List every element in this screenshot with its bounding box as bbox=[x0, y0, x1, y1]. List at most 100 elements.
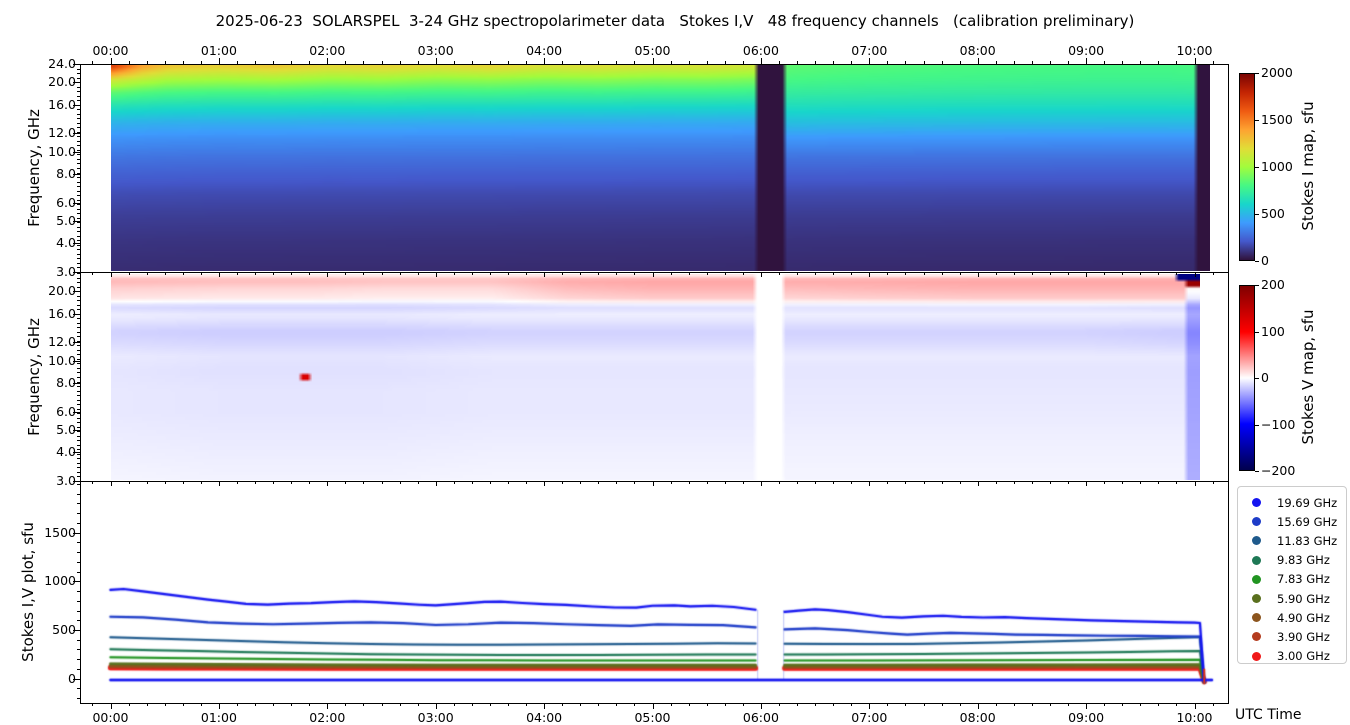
y-minor-tick-panel1 bbox=[76, 190, 80, 192]
y-minor-tick-panel1 bbox=[76, 172, 80, 174]
x-tick-panel1-bottom bbox=[309, 272, 311, 275]
x-tick-panel2-bottom bbox=[742, 481, 744, 484]
x-tick-panel1-bottom bbox=[236, 272, 238, 275]
y-major-tick-panel2 bbox=[73, 360, 80, 362]
y-major-tick-panel2 bbox=[73, 291, 80, 293]
x-tick-top bbox=[363, 60, 365, 64]
y-tick-label-panel1: 10.0 bbox=[48, 143, 76, 159]
x-tick-panel2-bottom bbox=[815, 481, 817, 484]
x-tick-panel2-bottom bbox=[995, 481, 997, 484]
x-tick-panel1-bottom bbox=[670, 272, 672, 275]
x-tick-top bbox=[1031, 60, 1033, 64]
stokes-v-colorbar-title: Stokes V map, sfu bbox=[1299, 309, 1317, 445]
x-tick-bottom bbox=[507, 703, 509, 707]
legend-marker-dot bbox=[1252, 555, 1261, 565]
legend-item-label: 11.83 GHz bbox=[1277, 533, 1338, 548]
x-tick-top bbox=[1158, 60, 1160, 64]
x-tick-panel1-bottom bbox=[634, 272, 636, 275]
stokes-v-colorbar-tick bbox=[1255, 424, 1259, 426]
y-minor-tick-panel2 bbox=[76, 377, 80, 378]
x-tick-top bbox=[489, 60, 491, 64]
x-tick-panel2-bottom bbox=[562, 481, 564, 484]
stokes-v-colorbar-tick bbox=[1255, 285, 1259, 286]
legend-marker-dot bbox=[1252, 651, 1261, 661]
y-minor-tick-panel2 bbox=[76, 404, 80, 406]
y-minor-tick-panel2 bbox=[76, 426, 80, 428]
legend-item: 15.69 GHz bbox=[1252, 512, 1337, 531]
y-tick-label-panel3: 1000 bbox=[44, 573, 76, 589]
y-minor-tick-panel2 bbox=[76, 453, 80, 455]
x-tick-panel1-bottom bbox=[1013, 272, 1015, 275]
x-tick-bottom bbox=[724, 703, 726, 707]
y-tick-label-panel3: 500 bbox=[52, 621, 76, 637]
y-minor-tick-panel3 bbox=[76, 668, 80, 670]
legend-item: 11.83 GHz bbox=[1252, 531, 1338, 550]
stokes-i-colorbar-tick bbox=[1255, 167, 1259, 168]
y-minor-tick-panel1 bbox=[76, 186, 80, 188]
x-tick-panel1-bottom bbox=[92, 272, 94, 275]
x-tick-label-top: 00:00 bbox=[92, 43, 129, 58]
x-tick-bottom bbox=[887, 703, 889, 707]
x-tick-bottom bbox=[923, 703, 925, 707]
stokes-i-colorbar-tick-label: 2000 bbox=[1261, 65, 1293, 80]
stokes-i-heatmap-canvas bbox=[110, 65, 1210, 271]
x-tick-bottom bbox=[218, 703, 220, 709]
y-minor-tick-panel3 bbox=[76, 552, 80, 554]
x-tick-panel2-bottom bbox=[110, 481, 112, 486]
x-tick-top bbox=[887, 60, 889, 64]
x-tick-panel1-bottom bbox=[923, 272, 925, 275]
x-tick-panel1-bottom bbox=[218, 272, 220, 277]
x-tick-panel1-bottom bbox=[471, 272, 473, 275]
y-major-tick-panel2 bbox=[73, 313, 80, 315]
stokes-i-colorbar-tick-label: 0 bbox=[1261, 253, 1269, 268]
x-tick-bottom bbox=[1086, 703, 1088, 709]
y-major-tick-panel1 bbox=[73, 220, 80, 222]
x-tick-panel1-bottom bbox=[995, 272, 997, 275]
x-tick-panel1-bottom bbox=[851, 272, 853, 275]
x-tick-panel1-bottom bbox=[273, 272, 275, 275]
y-minor-tick-panel1 bbox=[76, 73, 80, 75]
x-tick-panel1-bottom bbox=[598, 272, 600, 275]
y-minor-tick-panel2 bbox=[76, 431, 80, 433]
x-tick-panel2-bottom bbox=[507, 481, 509, 484]
y-minor-tick-panel2 bbox=[76, 309, 80, 311]
x-tick-panel2-bottom bbox=[724, 481, 726, 484]
y-minor-tick-panel1 bbox=[76, 91, 80, 93]
y-minor-tick-panel2 bbox=[76, 440, 80, 442]
x-tick-label-top: 04:00 bbox=[526, 43, 563, 58]
x-tick-label-bottom: 00:00 bbox=[92, 710, 129, 725]
x-tick-top bbox=[851, 60, 853, 64]
legend-item-label: 19.69 GHz bbox=[1277, 495, 1338, 510]
x-tick-top bbox=[1104, 60, 1106, 64]
x-tick-top bbox=[128, 60, 130, 64]
x-tick-panel2-bottom bbox=[471, 481, 473, 484]
x-tick-panel1-bottom bbox=[760, 272, 762, 277]
x-tick-top bbox=[959, 60, 961, 64]
x-tick-top bbox=[164, 60, 166, 64]
y-major-tick-panel1 bbox=[73, 133, 80, 135]
stokes-i-colorbar-gradient bbox=[1240, 74, 1254, 260]
x-tick-bottom bbox=[580, 703, 582, 707]
y-major-tick-panel2 bbox=[73, 382, 80, 384]
y-minor-tick-panel1 bbox=[76, 217, 80, 219]
x-tick-panel2-bottom bbox=[92, 481, 94, 484]
x-tick-panel1-bottom bbox=[110, 272, 112, 277]
x-tick-label-bottom: 06:00 bbox=[742, 710, 779, 725]
x-tick-panel1-bottom bbox=[291, 272, 293, 275]
legend-item: 5.90 GHz bbox=[1252, 589, 1336, 608]
x-tick-panel2-bottom bbox=[526, 481, 528, 484]
x-tick-panel2-bottom bbox=[580, 481, 582, 484]
x-tick-panel1-bottom bbox=[941, 272, 943, 275]
x-tick-label-top: 09:00 bbox=[1068, 43, 1105, 58]
x-tick-top bbox=[236, 60, 238, 64]
x-tick-top bbox=[833, 60, 835, 64]
x-tick-bottom bbox=[815, 703, 817, 707]
x-tick-bottom bbox=[544, 703, 546, 709]
y-minor-tick-panel3 bbox=[76, 688, 80, 690]
x-tick-panel2-bottom bbox=[182, 481, 184, 484]
x-tick-bottom bbox=[1049, 703, 1051, 707]
x-tick-label-bottom: 09:00 bbox=[1068, 710, 1105, 725]
x-tick-bottom bbox=[634, 703, 636, 707]
x-tick-top bbox=[1140, 60, 1142, 64]
y-tick-label-panel1: 5.0 bbox=[56, 212, 76, 228]
